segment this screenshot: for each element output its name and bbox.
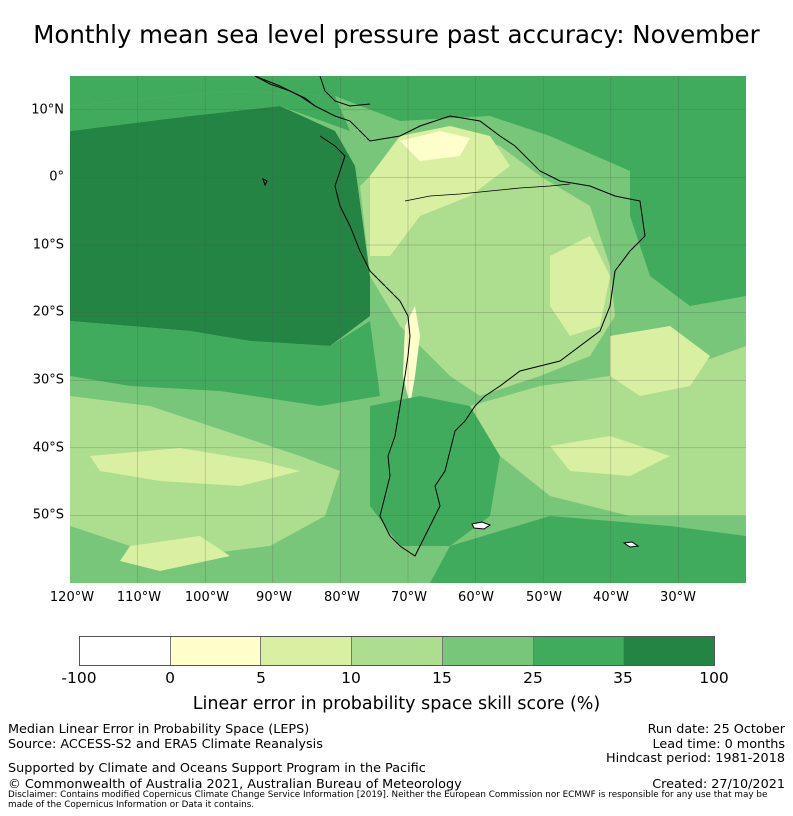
skill-region-dark-pacific <box>70 106 370 346</box>
skill-region-south-pacific-pale <box>90 448 300 486</box>
lat-label-10s: 10°S <box>32 237 64 253</box>
skill-region-south-pale-patch <box>120 536 230 571</box>
skill-region-pacific-mid <box>70 321 380 406</box>
skill-region-andes-yellow <box>403 306 420 406</box>
colorbar-tick: 25 <box>523 669 543 687</box>
lon-label-100w: 100°W <box>184 590 230 605</box>
colorbar-tick: -100 <box>61 669 97 687</box>
colorbar <box>79 636 715 666</box>
skill-region-brazil-light <box>550 236 610 336</box>
footer-support: Supported by Climate and Oceans Support … <box>8 761 426 776</box>
colorbar-segment <box>624 637 715 665</box>
grid-lines <box>70 76 746 583</box>
colorbar-tick: 10 <box>341 669 361 687</box>
lat-label-20s: 20°S <box>32 304 64 320</box>
colorbar-tick: 100 <box>699 669 729 687</box>
skill-region-south-atlantic-pale <box>610 326 710 396</box>
skill-region-north <box>70 76 746 171</box>
skill-region-east-atlantic <box>630 156 746 306</box>
lon-label-80w: 80°W <box>324 590 360 605</box>
footer-created: Created: 27/10/2021 <box>652 777 785 792</box>
footer-copyright: © Commonwealth of Australia 2021, Austra… <box>8 777 462 792</box>
colorbar-tick: 35 <box>613 669 633 687</box>
footer-disclaimer: Disclaimer: Contains modified Copernicus… <box>8 790 768 810</box>
south-georgia <box>622 541 640 548</box>
skill-map <box>70 76 746 583</box>
footer-lead-time: Lead time: 0 months <box>652 737 785 752</box>
galapagos <box>262 178 268 187</box>
skill-region-andes-pale <box>370 126 510 256</box>
map-title: Monthly mean sea level pressure past acc… <box>33 20 760 49</box>
colorbar-segment <box>170 637 262 665</box>
footer-method: Median Linear Error in Probability Space… <box>8 722 310 737</box>
lon-label-120w: 120°W <box>49 590 95 605</box>
lon-label-40w: 40°W <box>593 590 629 605</box>
footer-hindcast: Hindcast period: 1981-2018 <box>606 751 785 766</box>
lat-label-50s: 50°S <box>32 507 64 523</box>
footer-run-date: Run date: 25 October <box>647 722 785 737</box>
skill-region-patagonia <box>370 396 500 546</box>
lon-label-60w: 60°W <box>458 590 494 605</box>
lat-label-0: 0° <box>49 169 64 185</box>
amazon-river <box>404 183 571 202</box>
colorbar-segment <box>352 637 443 665</box>
lat-label-30s: 30°S <box>32 372 64 388</box>
colorbar-tick: 5 <box>256 669 266 687</box>
lon-label-70w: 70°W <box>391 590 427 605</box>
lon-label-90w: 90°W <box>256 590 292 605</box>
colorbar-segment <box>261 637 353 665</box>
lat-label-10n: 10°N <box>31 102 64 118</box>
lon-label-30w: 30°W <box>660 590 696 605</box>
lon-label-50w: 50°W <box>526 590 562 605</box>
lat-label-40s: 40°S <box>32 440 64 456</box>
lon-label-110w: 110°W <box>116 590 162 605</box>
colorbar-segment <box>533 637 625 665</box>
colorbar-segment <box>80 637 171 665</box>
colorbar-segment <box>442 637 534 665</box>
skill-region-pacific-north <box>70 91 350 131</box>
colorbar-tick: 15 <box>432 669 452 687</box>
skill-region-atlantic-pale-2 <box>550 436 670 476</box>
falkland-islands <box>471 521 492 530</box>
colorbar-tick: 0 <box>165 669 175 687</box>
central-america-coastline <box>254 76 371 107</box>
skill-region-far-south <box>430 516 746 583</box>
footer-source: Source: ACCESS-S2 and ERA5 Climate Reana… <box>8 737 323 752</box>
skill-region-north-yellow <box>400 131 470 161</box>
colorbar-label: Linear error in probability space skill … <box>192 694 601 714</box>
south-america-coastline <box>254 76 646 557</box>
